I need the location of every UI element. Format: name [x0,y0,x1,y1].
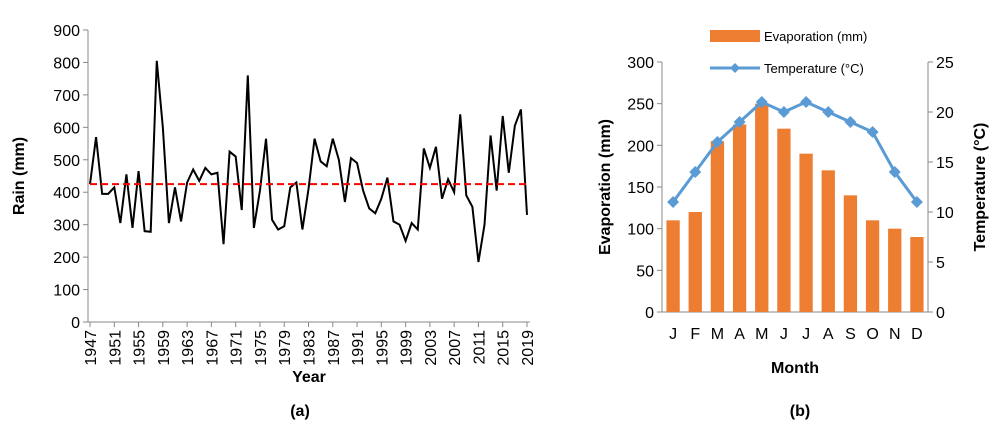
y-tick-label: 200 [627,138,654,155]
x-tick-label: 1979 [277,330,294,366]
temperature-marker [689,166,702,178]
y-tick-label: 100 [627,222,654,239]
bar [666,220,680,312]
x-tick-label: J [780,326,788,343]
temperature-marker [822,106,835,118]
y-tick-label: 150 [627,180,654,197]
x-tick-label: 1987 [326,330,343,366]
x-tick-label: A [734,326,745,343]
temperature-marker [910,196,923,208]
y-axis-label: Rain (mm) [11,137,28,215]
x-tick-label: S [845,326,856,343]
temperature-marker [844,116,857,128]
x-tick-label: 2011 [471,330,488,365]
x-axis-label: Month [771,360,819,377]
y-tick-label: 800 [53,55,80,72]
y2-tick-label: 5 [936,255,945,272]
y-tick-label: 300 [53,218,80,235]
y-tick-label: 700 [53,88,80,105]
x-tick-label: A [823,326,834,343]
x-tick-label: F [690,326,700,343]
legend-swatch [710,30,760,42]
bar [755,103,769,313]
x-tick-label: 2019 [520,330,537,366]
temperature-marker [777,106,790,118]
x-tick-label: 1963 [180,330,197,366]
legend-marker [730,63,740,73]
x-tick-label: 1947 [83,330,100,366]
legend-label: Evaporation (mm) [764,29,867,44]
x-tick-label: N [889,326,901,343]
y-tick-label: 500 [53,153,80,170]
bar [865,220,880,312]
y-tick-label: 900 [53,23,80,40]
x-tick-label: 1983 [302,330,319,366]
y2-tick-label: 10 [936,205,954,222]
y-tick-label: 200 [53,250,80,267]
caption: (a) [290,403,310,420]
y-tick-label: 300 [627,55,654,72]
bar [799,153,813,312]
caption: (b) [790,403,810,420]
x-tick-label: 1995 [374,330,391,366]
bar [888,228,902,312]
temperature-line [671,100,919,203]
bar [710,141,725,312]
bar [732,124,747,312]
y2-tick-label: 25 [936,55,954,72]
x-tick-label: 1967 [204,330,221,366]
rain-line [89,60,528,263]
x-tick-label: 2007 [447,330,464,366]
x-tick-label: J [802,326,810,343]
temperature-marker [733,116,746,128]
y-tick-label: 100 [53,283,80,300]
y2-tick-label: 0 [936,305,945,322]
x-tick-label: D [911,326,923,343]
legend-label: Temperature (°C) [764,61,864,76]
temperature-marker [755,96,768,108]
temperature-marker [711,136,724,148]
temperature-marker [667,196,680,208]
y-tick-label: 0 [71,315,80,332]
temperature-marker [866,126,879,138]
x-tick-label: M [711,326,724,343]
y2-tick-label: 15 [936,155,954,172]
x-tick-label: 2015 [496,330,513,366]
temperature-marker [888,166,901,178]
bar [843,195,858,312]
bar [821,170,835,312]
x-tick-label: 1999 [399,330,416,366]
y2-tick-label: 20 [936,105,954,122]
y-tick-label: 400 [53,185,80,202]
x-axis-label: Year [292,369,326,386]
x-tick-label: 1991 [350,330,367,366]
x-tick-label: 1971 [229,330,246,366]
y-tick-label: 600 [53,120,80,137]
x-tick-label: 1951 [107,330,124,366]
y-axis-label: Evaporation (mm) [597,119,614,255]
y2-axis-label: Temperature (°C) [972,123,989,252]
y-tick-label: 250 [627,97,654,114]
x-tick-label: 2003 [423,330,440,366]
temperature-marker [800,96,813,108]
x-tick-label: 1975 [253,330,270,366]
bar [910,237,924,312]
y-tick-label: 0 [645,305,654,322]
x-tick-label: 1959 [156,330,173,366]
bar [688,212,702,312]
y-tick-label: 50 [636,263,654,280]
x-tick-label: M [755,326,768,343]
bar [777,128,791,312]
x-tick-label: J [669,326,677,343]
x-tick-label: 1955 [132,330,149,366]
x-tick-label: O [866,326,878,343]
